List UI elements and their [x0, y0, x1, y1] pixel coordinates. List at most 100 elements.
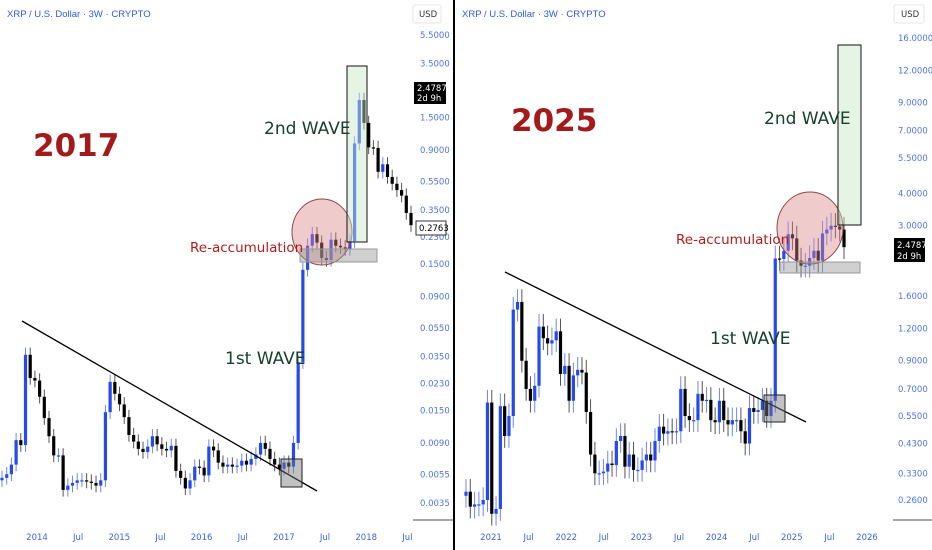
time-tick-label: Jul	[237, 533, 248, 543]
candle	[132, 427, 136, 449]
candle	[730, 407, 734, 437]
time-tick-label: Jul	[72, 533, 83, 543]
left-currency-button[interactable]	[412, 4, 442, 24]
candle-body	[747, 408, 752, 444]
price-tick-label: 0.2300	[420, 233, 450, 243]
price-tick-label: 0.9000	[898, 357, 928, 367]
candle-body	[277, 464, 281, 469]
candle-body	[528, 388, 533, 401]
candle-body	[0, 477, 4, 481]
right-chart-panel: XRP / U.S. Dollar · 3W · CRYPTO USD 2025…	[462, 4, 932, 543]
time-tick-label: 2018	[355, 533, 377, 543]
candle	[310, 226, 314, 253]
candle	[528, 376, 533, 413]
candle-body	[268, 448, 272, 459]
candle-body	[61, 455, 65, 490]
candle-body	[320, 242, 324, 258]
candle	[315, 226, 319, 250]
candle	[33, 370, 37, 388]
candle	[477, 491, 481, 517]
candle-body	[687, 415, 691, 421]
candle-body	[174, 445, 178, 471]
left-time-axis[interactable]: 2014 Jul 2015 Jul 2016 Jul 2017 Jul 2018 Jul	[26, 533, 412, 543]
right-reaccumulation-circle	[776, 191, 844, 265]
right-wave2-box	[837, 44, 862, 226]
candle-body	[657, 426, 661, 442]
candle	[258, 435, 263, 462]
candle-body	[786, 234, 790, 251]
candle-body	[481, 500, 485, 505]
candle	[692, 407, 696, 432]
candle-body	[842, 229, 846, 248]
candle	[717, 388, 722, 435]
candle	[640, 447, 644, 482]
left-price-axis[interactable]: 5.5000 3.5000 1.5000 0.9000 0.5500 0.3500 0.23…	[420, 31, 450, 509]
candle	[409, 205, 413, 232]
right-currency-label: USD	[901, 10, 920, 20]
candle	[390, 169, 394, 191]
candle	[155, 429, 159, 452]
candle-body	[324, 257, 328, 260]
time-tick-label: Jul	[522, 533, 533, 543]
candle-body	[211, 446, 216, 451]
candle	[498, 393, 502, 521]
candle-body	[381, 164, 385, 172]
candle	[235, 458, 239, 474]
candle	[696, 381, 700, 432]
candle-body	[666, 431, 670, 434]
candle	[221, 455, 225, 474]
candle-body	[653, 441, 657, 461]
candle-body	[468, 491, 472, 507]
right-breakout-box	[763, 394, 786, 423]
candle-body	[108, 381, 112, 413]
right-countdown: 2d 9h	[897, 252, 921, 262]
candle-body	[760, 400, 764, 411]
right-currency-button[interactable]	[893, 4, 925, 24]
candle	[674, 418, 679, 445]
candle-body	[472, 504, 477, 507]
candle-body	[56, 455, 61, 457]
candle	[244, 453, 249, 472]
candle	[606, 450, 610, 484]
time-tick-label: Jul	[598, 533, 609, 543]
candle-body	[296, 362, 300, 443]
candle	[404, 188, 408, 220]
candle	[352, 136, 357, 248]
candle-body	[99, 480, 103, 486]
candle-body	[226, 464, 230, 467]
candle	[263, 435, 267, 456]
candle	[5, 467, 9, 485]
price-tick-label: 0.0350	[420, 353, 450, 363]
candle	[230, 457, 234, 474]
candle	[679, 376, 683, 444]
candle-body	[235, 465, 239, 467]
candle-body	[240, 460, 244, 466]
right-price-axis[interactable]: 16.0000 12.0000 9.0000 7.0000 5.5000 4.0000 3.…	[898, 34, 932, 506]
candle	[524, 348, 528, 401]
candle	[601, 458, 606, 486]
candle	[494, 496, 498, 526]
time-tick-label: 2014	[26, 533, 48, 543]
candle-body	[315, 234, 319, 243]
candle-body	[838, 226, 842, 230]
price-tick-label: 0.2600	[898, 496, 928, 506]
time-tick-label: 2015	[108, 533, 130, 543]
price-tick-label: 0.3300	[898, 469, 928, 479]
candle-body	[310, 234, 314, 246]
candle	[464, 478, 468, 508]
candle	[593, 441, 597, 486]
right-time-axis[interactable]: 2021 Jul 2022 Jul 2023 Jul 2024 Jul 2025 Jul 2026	[480, 533, 878, 543]
candle	[117, 386, 122, 412]
candle-body	[367, 122, 371, 148]
candle-body	[692, 420, 696, 422]
candle-body	[606, 463, 610, 472]
candle	[61, 448, 65, 497]
candle-body	[127, 417, 131, 435]
price-tick-label: 7.0000	[898, 127, 928, 137]
candle	[515, 289, 520, 322]
candle-body	[820, 233, 825, 261]
candle-body	[160, 444, 164, 449]
candle-body	[122, 404, 126, 418]
candle-body	[649, 454, 653, 461]
